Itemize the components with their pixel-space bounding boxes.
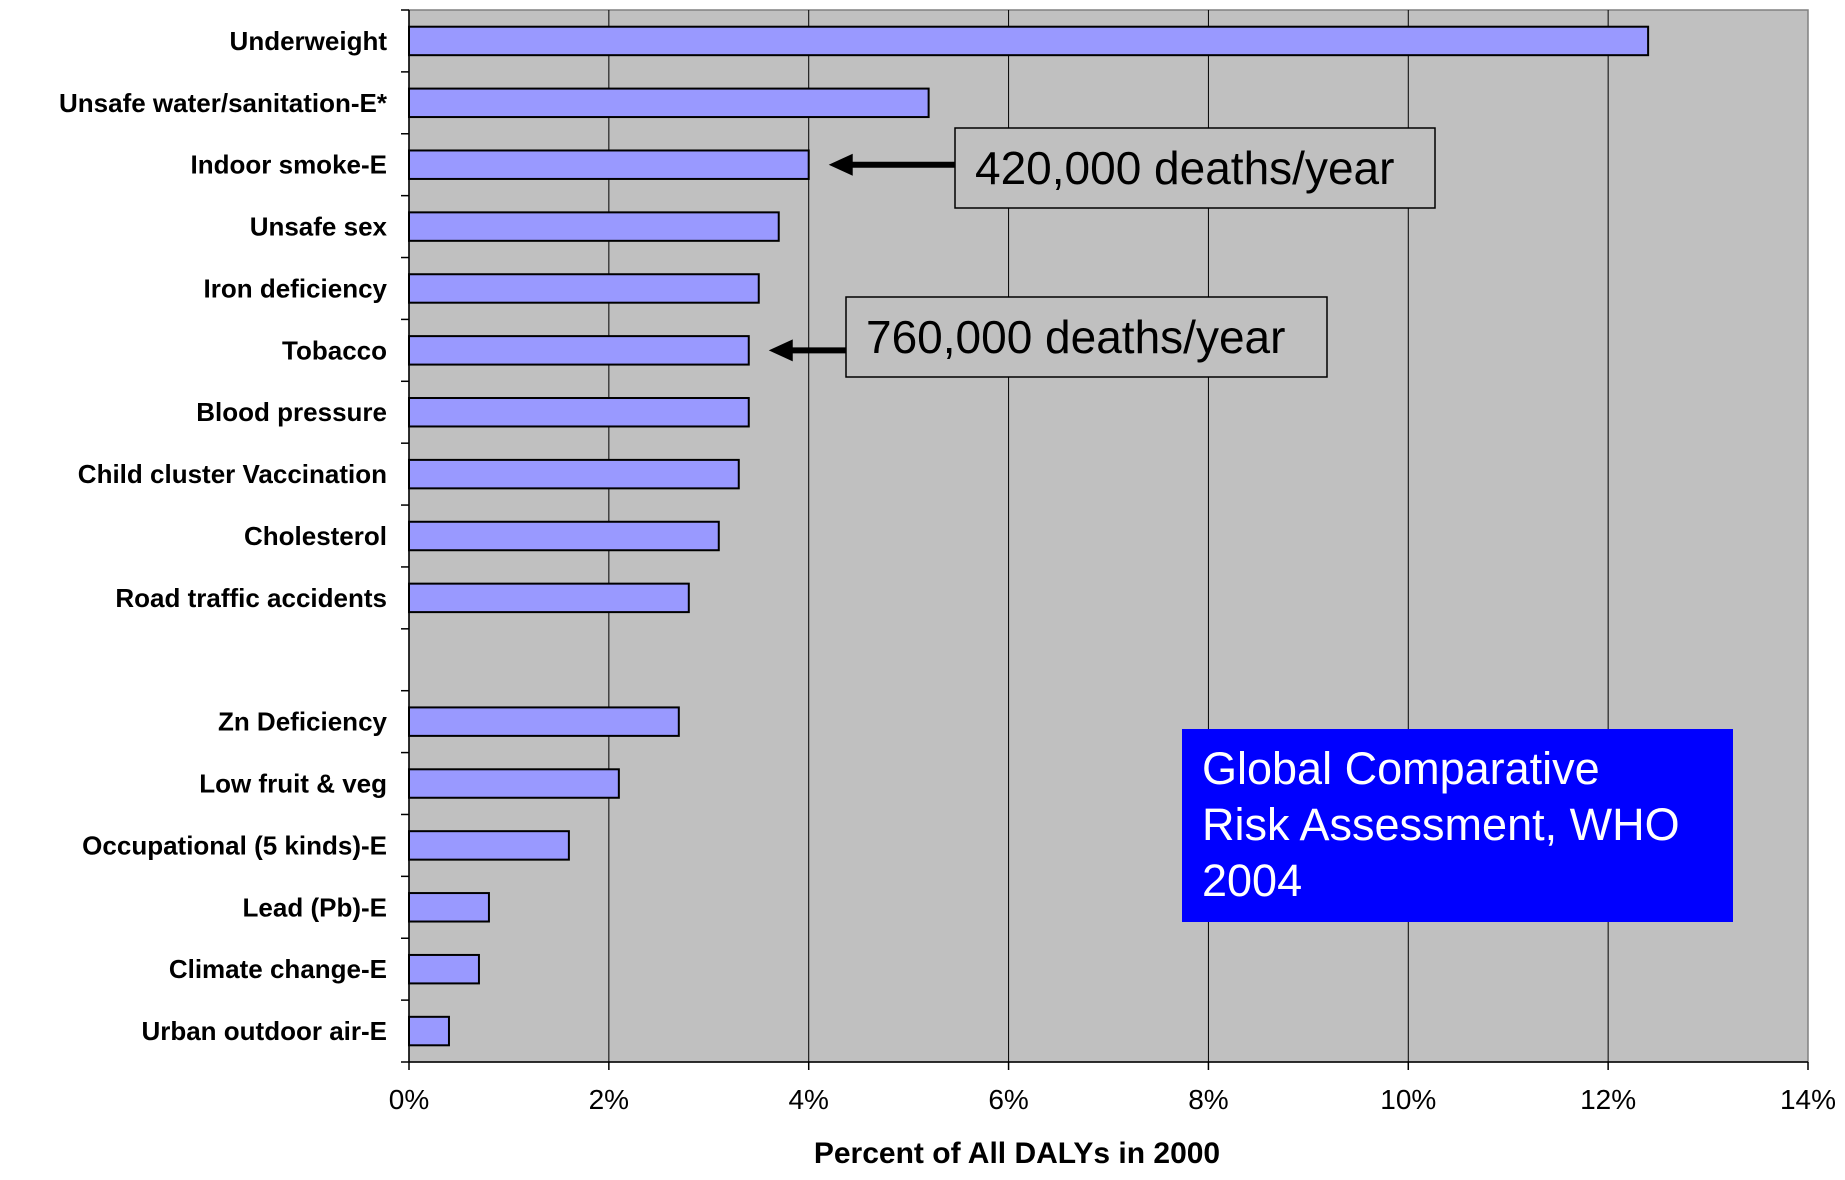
x-tick-label: 2% xyxy=(589,1084,629,1115)
bar xyxy=(408,768,620,799)
axes xyxy=(401,9,1809,1070)
bar xyxy=(408,830,570,861)
bar xyxy=(408,335,750,366)
bar xyxy=(408,520,720,552)
x-tick-label: 12% xyxy=(1580,1084,1636,1115)
bar xyxy=(408,458,740,490)
annotation-text: 760,000 deaths/year xyxy=(866,311,1285,363)
bar xyxy=(408,149,810,180)
category-label: Climate change-E xyxy=(169,954,387,984)
x-tick-label: 6% xyxy=(988,1084,1028,1115)
category-label: Road traffic accidents xyxy=(115,583,387,613)
annotation-arrow-head xyxy=(768,339,793,362)
x-tick-label: 8% xyxy=(1188,1084,1228,1115)
bar xyxy=(408,87,930,119)
bar xyxy=(408,25,1650,57)
x-tick-label: 0% xyxy=(389,1084,429,1115)
category-labels: Underweight Unsafe water/sanitation-E* Ind… xyxy=(59,26,388,1046)
category-label: Unsafe water/sanitation-E* xyxy=(59,88,388,118)
x-tick-labels: 0% 2% 4% 6% 8% 10% 12% 14% xyxy=(389,1084,1836,1115)
category-label: Iron deficiency xyxy=(204,273,388,303)
x-tick-label: 10% xyxy=(1380,1084,1436,1115)
bar xyxy=(408,582,690,614)
category-label: Tobacco xyxy=(282,335,387,365)
x-tick-label: 4% xyxy=(788,1084,828,1115)
annotations: 420,000 deaths/year 760,000 deaths/year xyxy=(768,127,1436,378)
category-label: Low fruit & veg xyxy=(199,769,387,799)
category-label: Lead (Pb)-E xyxy=(243,892,387,922)
bar xyxy=(408,706,680,737)
info-box-line-2: Risk Assessment, WHO xyxy=(1202,799,1680,850)
category-label: Urban outdoor air-E xyxy=(141,1016,387,1046)
bar xyxy=(408,953,480,985)
category-label: Blood pressure xyxy=(196,397,387,427)
bar xyxy=(408,273,760,304)
info-box-line-3: 2004 xyxy=(1202,855,1303,906)
bar xyxy=(408,211,780,242)
bar xyxy=(408,892,490,923)
info-box-line-1: Global Comparative xyxy=(1202,743,1600,794)
category-label: Zn Deficiency xyxy=(218,707,388,737)
category-label: Child cluster Vaccination xyxy=(78,459,387,489)
x-tick-label: 14% xyxy=(1780,1084,1836,1115)
category-label: Unsafe sex xyxy=(250,212,388,242)
category-label: Occupational (5 kinds)-E xyxy=(82,830,387,860)
annotation-text: 420,000 deaths/year xyxy=(975,142,1394,194)
bar xyxy=(408,1015,450,1047)
annotation-box xyxy=(845,296,1328,378)
category-label: Indoor smoke-E xyxy=(191,150,387,180)
source-info-box: Global Comparative Risk Assessment, WHO … xyxy=(1182,729,1733,922)
annotation-box xyxy=(954,127,1436,209)
bar xyxy=(408,397,750,428)
category-label: Underweight xyxy=(230,26,388,56)
annotation-arrow-head xyxy=(828,153,853,176)
x-axis-title: Percent of All DALYs in 2000 xyxy=(814,1137,1220,1170)
bars xyxy=(408,25,1650,1047)
category-label: Cholesterol xyxy=(244,521,387,551)
